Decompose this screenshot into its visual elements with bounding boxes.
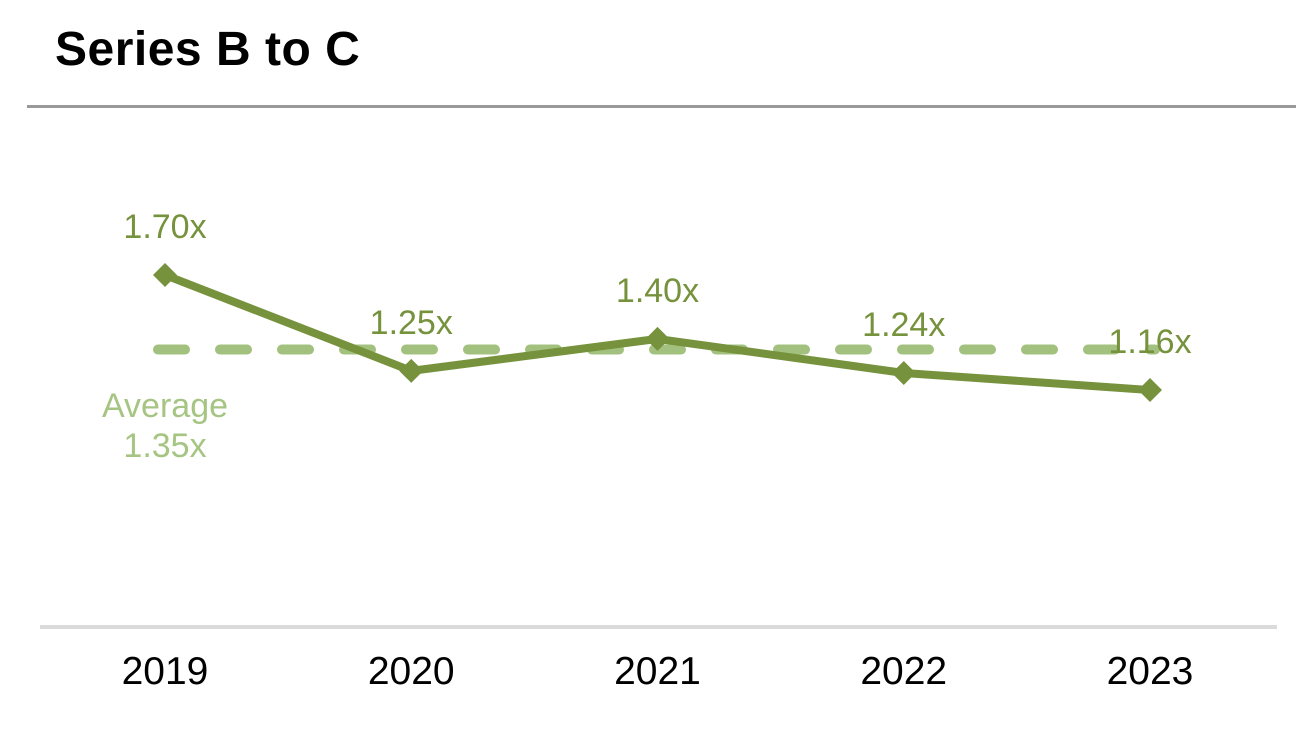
average-label-word: Average xyxy=(101,386,229,425)
x-axis-line xyxy=(40,625,1277,629)
data-point-marker-2020 xyxy=(399,358,424,383)
data-point-marker-2022 xyxy=(891,360,916,385)
data-point-marker-2021 xyxy=(645,326,670,351)
data-label-2021: 1.40x xyxy=(615,271,700,310)
average-label-value: 1.35x xyxy=(123,426,207,465)
data-label-2023: 1.16x xyxy=(1108,323,1192,362)
data-label-2019: 1.70x xyxy=(123,208,207,246)
chart-title: Series B to C xyxy=(55,23,361,76)
data-label-2020: 1.25x xyxy=(369,303,453,342)
data-point-marker-2019 xyxy=(153,263,177,287)
data-point-marker-2023 xyxy=(1138,378,1162,403)
title-divider-line xyxy=(27,105,1296,108)
x-tick-label-2021: 2021 xyxy=(614,650,701,693)
x-tick-label-2023: 2023 xyxy=(1106,650,1194,693)
data-point-markers xyxy=(153,263,1162,403)
average-label: Average 1.35x xyxy=(55,386,275,466)
x-tick-label-2022: 2022 xyxy=(860,650,948,693)
x-tick-label-2020: 2020 xyxy=(367,650,455,693)
data-label-2022: 1.24x xyxy=(862,305,946,344)
x-tick-label-2019: 2019 xyxy=(121,650,209,693)
